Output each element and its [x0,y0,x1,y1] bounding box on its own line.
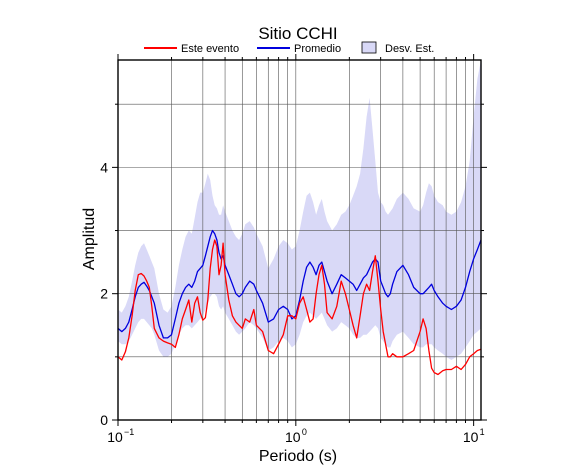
series-lines [117,229,482,376]
promedio-line [117,229,482,339]
legend-label-promedio: Promedio [294,43,341,55]
chart-title: Sitio CCHI [258,24,337,43]
x-tick-exponent: 1 [480,427,485,437]
legend: Este evento Promedio Desv. Est. [144,41,434,55]
legend-swatch-desv [361,41,377,54]
x-tick-label: 10 [285,429,301,445]
x-tick-label: 10 [463,429,479,445]
y-tick-label: 2 [100,286,108,302]
y-axis-label: Amplitud [81,208,98,270]
legend-label-evento: Este evento [181,43,239,55]
x-axis: 10 −1 10 0 10 1 [107,54,485,445]
x-tick-exponent: 0 [302,427,307,437]
plot-frame [117,59,482,421]
evento-line [117,239,482,376]
y-tick-label: 0 [100,412,108,428]
std-dev-band-area [118,60,481,360]
legend-label-desv: Desv. Est. [385,43,434,55]
y-axis: 0 2 4 [100,103,487,428]
x-tick-label: 10 [107,429,123,445]
x-axis-label: Periodo (s) [259,448,337,465]
x-tick-exponent: −1 [124,427,134,437]
y-tick-label: 4 [100,159,108,175]
std-dev-band [118,60,481,360]
